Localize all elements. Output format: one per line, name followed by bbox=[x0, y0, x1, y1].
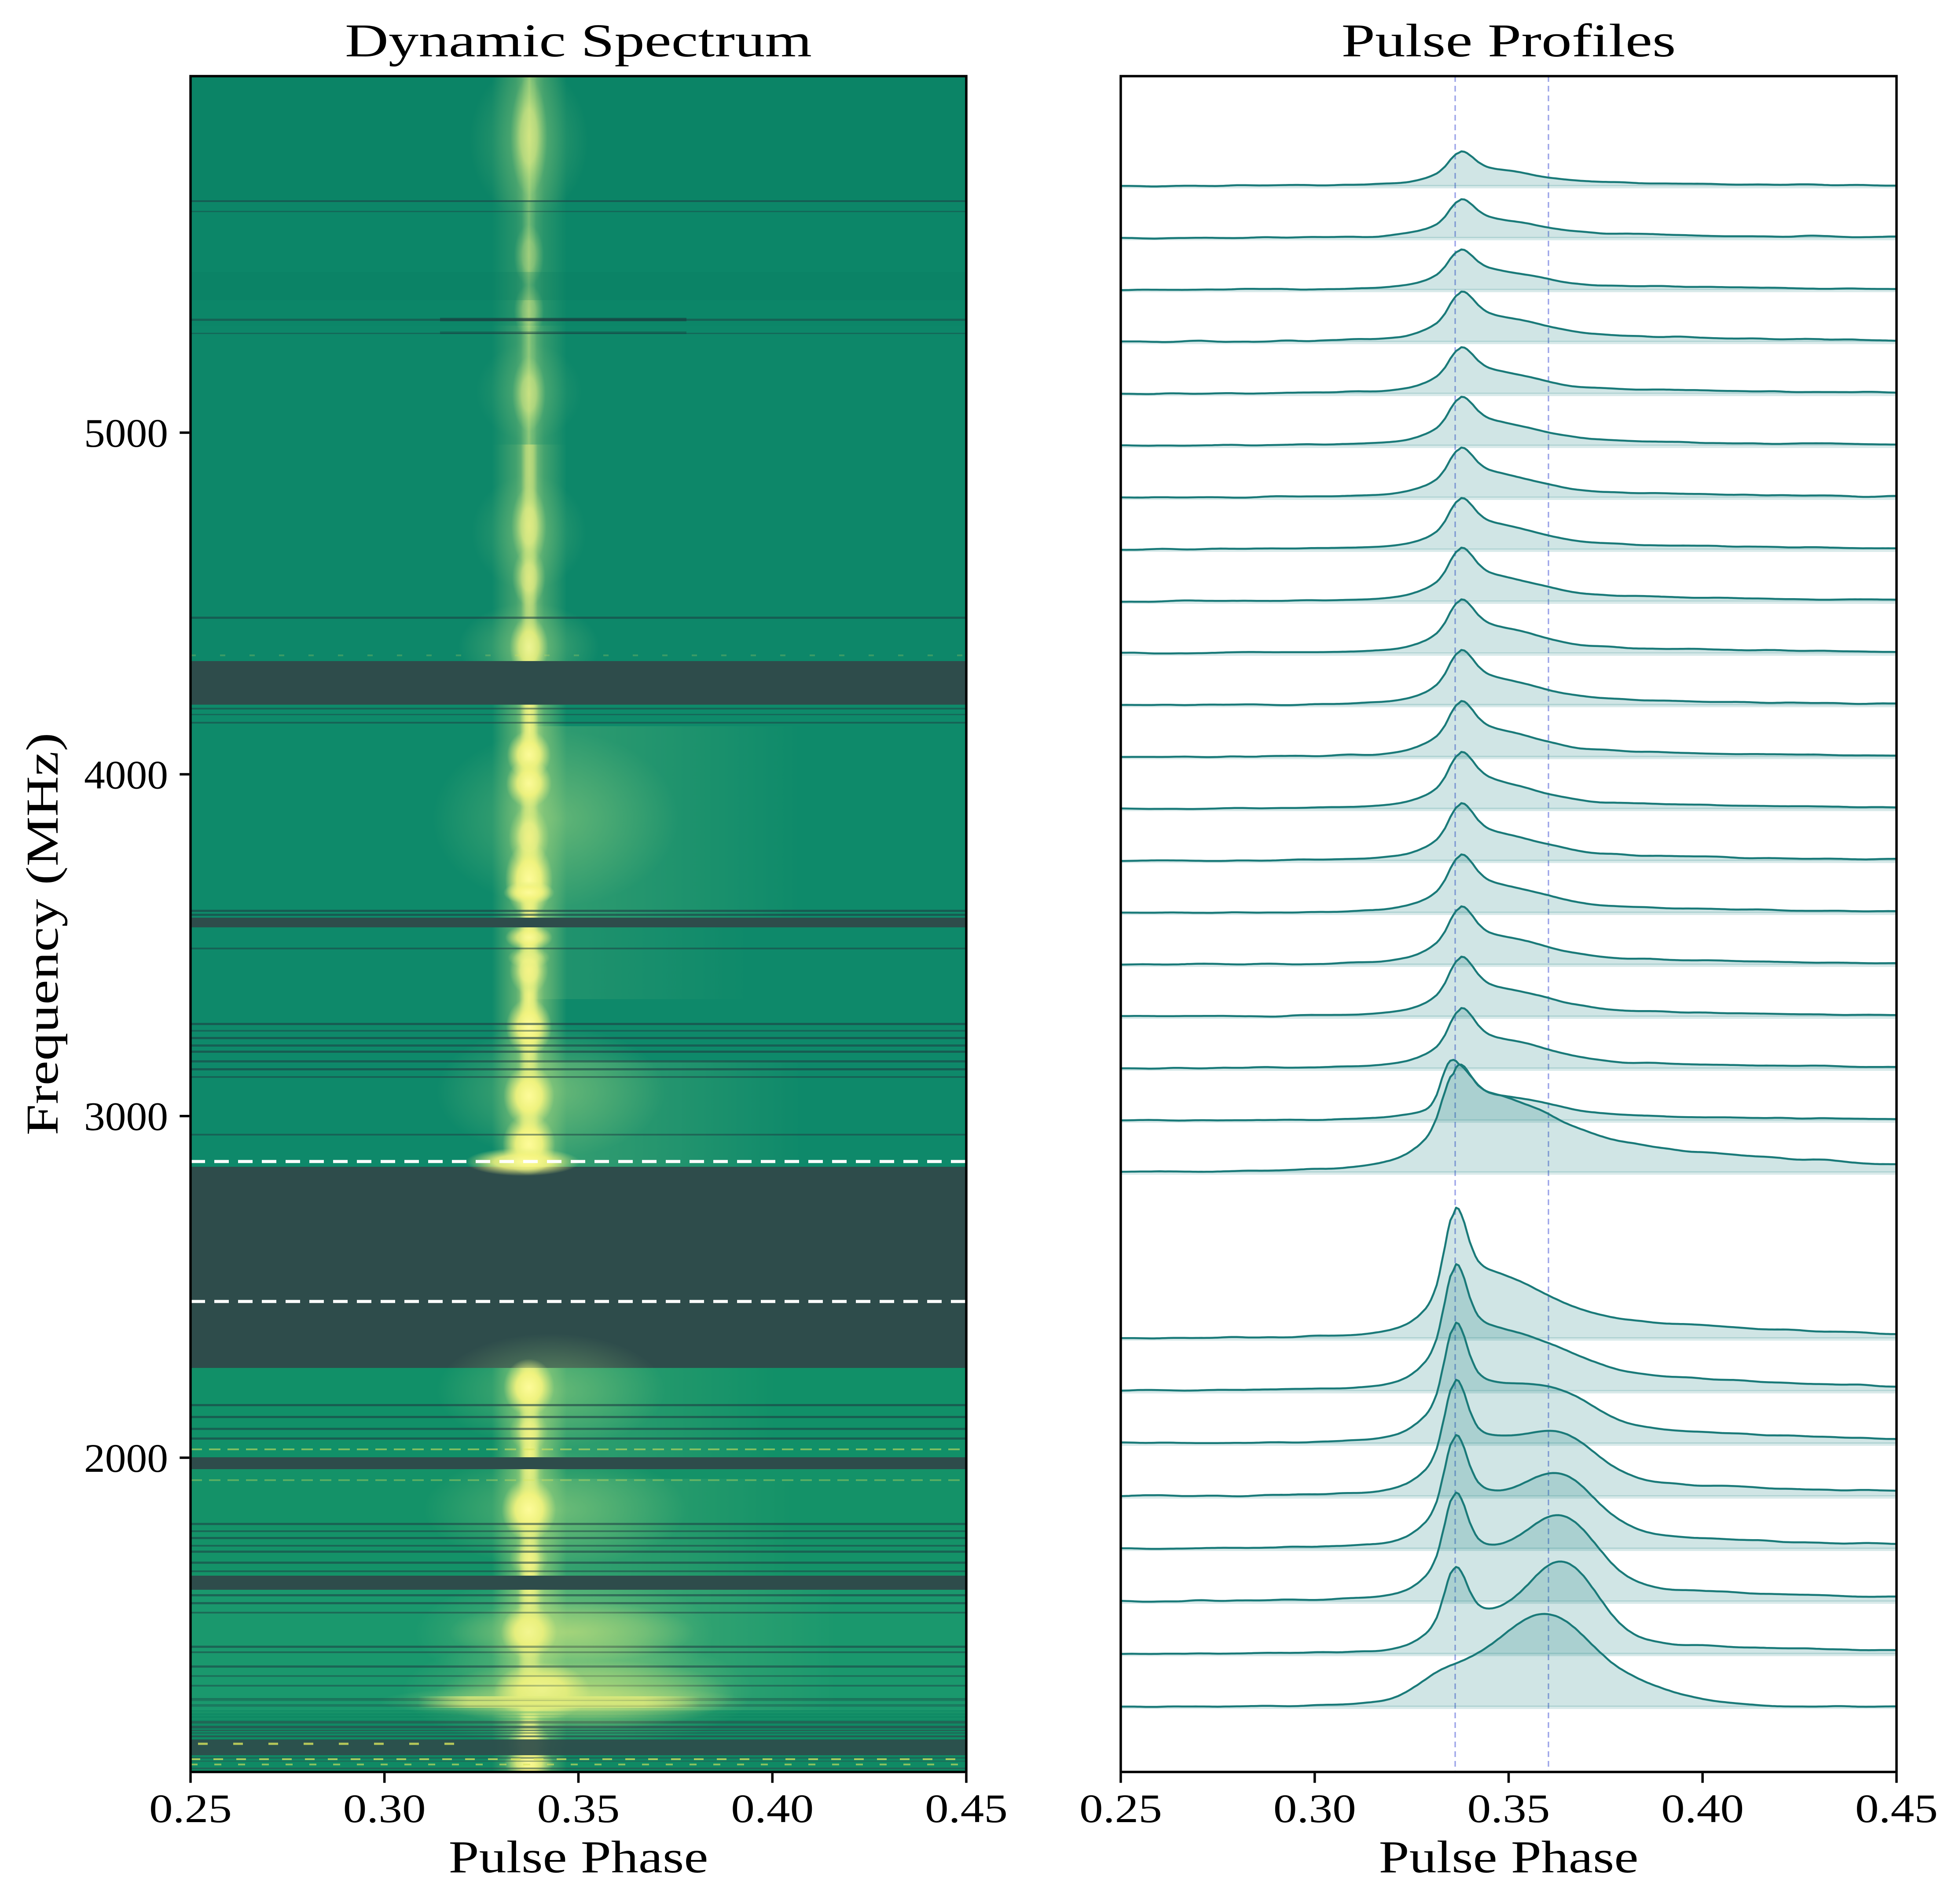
svg-text:0.40: 0.40 bbox=[1661, 1786, 1744, 1831]
svg-text:Dynamic Spectrum: Dynamic Spectrum bbox=[345, 15, 812, 67]
svg-text:2000: 2000 bbox=[84, 1436, 168, 1481]
svg-text:0.40: 0.40 bbox=[731, 1786, 814, 1831]
svg-text:5000: 5000 bbox=[84, 411, 168, 456]
svg-text:0.25: 0.25 bbox=[149, 1786, 232, 1831]
svg-text:0.25: 0.25 bbox=[1079, 1786, 1162, 1831]
svg-text:0.30: 0.30 bbox=[343, 1786, 426, 1831]
svg-text:0.35: 0.35 bbox=[1467, 1786, 1550, 1831]
svg-text:Pulse Phase: Pulse Phase bbox=[1379, 1832, 1639, 1882]
svg-text:0.45: 0.45 bbox=[1855, 1786, 1938, 1831]
svg-text:Pulse Phase: Pulse Phase bbox=[449, 1832, 708, 1882]
svg-text:Pulse Profiles: Pulse Profiles bbox=[1342, 15, 1676, 67]
svg-text:0.45: 0.45 bbox=[925, 1786, 1008, 1831]
svg-text:Frequency (MHz): Frequency (MHz) bbox=[17, 733, 68, 1136]
svg-text:0.35: 0.35 bbox=[537, 1786, 620, 1831]
svg-text:4000: 4000 bbox=[84, 752, 168, 797]
svg-text:0.30: 0.30 bbox=[1273, 1786, 1356, 1831]
svg-text:3000: 3000 bbox=[84, 1094, 168, 1139]
